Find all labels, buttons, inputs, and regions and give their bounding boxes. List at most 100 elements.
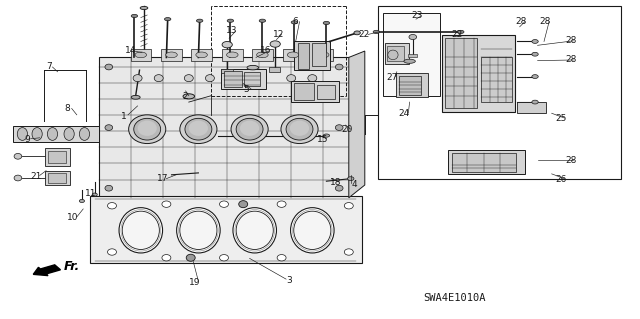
Text: 28: 28 <box>565 55 577 64</box>
Text: Fr.: Fr. <box>64 260 80 273</box>
Ellipse shape <box>189 121 208 136</box>
Ellipse shape <box>185 118 212 140</box>
Polygon shape <box>99 57 349 198</box>
Ellipse shape <box>236 75 244 82</box>
Ellipse shape <box>180 115 217 144</box>
Ellipse shape <box>348 177 354 181</box>
Ellipse shape <box>287 75 296 82</box>
Ellipse shape <box>257 75 266 82</box>
Text: 17: 17 <box>157 174 169 183</box>
Ellipse shape <box>162 201 171 207</box>
Ellipse shape <box>129 115 166 144</box>
Ellipse shape <box>64 128 74 140</box>
Ellipse shape <box>388 50 398 60</box>
Ellipse shape <box>186 254 195 261</box>
Text: 24: 24 <box>399 109 410 118</box>
Ellipse shape <box>79 199 84 203</box>
Ellipse shape <box>14 153 22 159</box>
Ellipse shape <box>458 30 464 33</box>
Ellipse shape <box>183 94 195 99</box>
Ellipse shape <box>227 52 238 58</box>
Ellipse shape <box>236 118 263 140</box>
Text: 11: 11 <box>85 189 97 198</box>
Text: 25: 25 <box>556 114 567 123</box>
Ellipse shape <box>270 41 280 47</box>
Bar <box>221 69 233 73</box>
Bar <box>45 148 70 166</box>
Ellipse shape <box>92 193 97 196</box>
Text: 10: 10 <box>67 213 79 222</box>
Ellipse shape <box>105 64 113 70</box>
Ellipse shape <box>354 31 360 35</box>
Bar <box>396 73 428 97</box>
Ellipse shape <box>184 75 193 82</box>
Bar <box>517 102 546 113</box>
Ellipse shape <box>17 128 28 140</box>
Text: SWA4E1010A: SWA4E1010A <box>423 293 486 303</box>
Ellipse shape <box>335 125 343 130</box>
Text: 7: 7 <box>47 62 52 71</box>
Ellipse shape <box>131 95 140 99</box>
Ellipse shape <box>335 64 343 70</box>
Polygon shape <box>90 196 362 263</box>
Bar <box>48 151 66 163</box>
Ellipse shape <box>257 52 268 58</box>
Ellipse shape <box>323 134 330 137</box>
Text: 4: 4 <box>351 180 356 189</box>
Ellipse shape <box>247 65 259 70</box>
Ellipse shape <box>180 211 217 249</box>
Ellipse shape <box>404 59 415 63</box>
Ellipse shape <box>532 75 538 78</box>
Ellipse shape <box>294 211 331 249</box>
Text: 18: 18 <box>330 178 341 187</box>
Ellipse shape <box>317 52 329 58</box>
Bar <box>408 54 417 57</box>
Bar <box>445 38 477 108</box>
Bar <box>317 85 335 99</box>
Ellipse shape <box>220 201 228 207</box>
Bar <box>387 46 404 61</box>
Ellipse shape <box>323 21 330 25</box>
Ellipse shape <box>277 201 286 207</box>
Ellipse shape <box>259 19 266 22</box>
Bar <box>378 6 621 179</box>
Text: 27: 27 <box>386 73 397 82</box>
Text: 3: 3 <box>287 276 292 285</box>
Bar <box>448 150 525 174</box>
Bar <box>13 126 99 142</box>
Ellipse shape <box>32 128 42 140</box>
Bar <box>222 49 243 61</box>
Ellipse shape <box>290 121 309 136</box>
Bar <box>161 49 182 61</box>
Ellipse shape <box>105 185 113 191</box>
Ellipse shape <box>154 75 163 82</box>
Text: 28: 28 <box>540 17 551 26</box>
Text: 5: 5 <box>244 85 249 94</box>
Ellipse shape <box>532 52 538 56</box>
Text: 28: 28 <box>565 36 577 45</box>
Ellipse shape <box>233 208 276 253</box>
Ellipse shape <box>240 121 259 136</box>
Ellipse shape <box>122 211 159 249</box>
Bar <box>283 49 303 61</box>
Ellipse shape <box>532 100 538 104</box>
Ellipse shape <box>119 208 163 253</box>
Ellipse shape <box>47 128 58 140</box>
Ellipse shape <box>196 52 207 58</box>
Ellipse shape <box>231 115 268 144</box>
Bar <box>313 49 333 61</box>
Ellipse shape <box>131 14 138 18</box>
Ellipse shape <box>108 203 116 209</box>
Bar <box>131 49 151 61</box>
Bar <box>298 43 309 69</box>
Ellipse shape <box>373 30 380 33</box>
Text: 23: 23 <box>412 11 423 20</box>
Text: 8: 8 <box>65 104 70 113</box>
Text: 22: 22 <box>451 30 463 39</box>
Bar <box>481 57 512 102</box>
Ellipse shape <box>281 115 318 144</box>
Ellipse shape <box>177 208 220 253</box>
Ellipse shape <box>14 175 22 181</box>
Text: 12: 12 <box>273 30 284 39</box>
Ellipse shape <box>105 125 113 130</box>
